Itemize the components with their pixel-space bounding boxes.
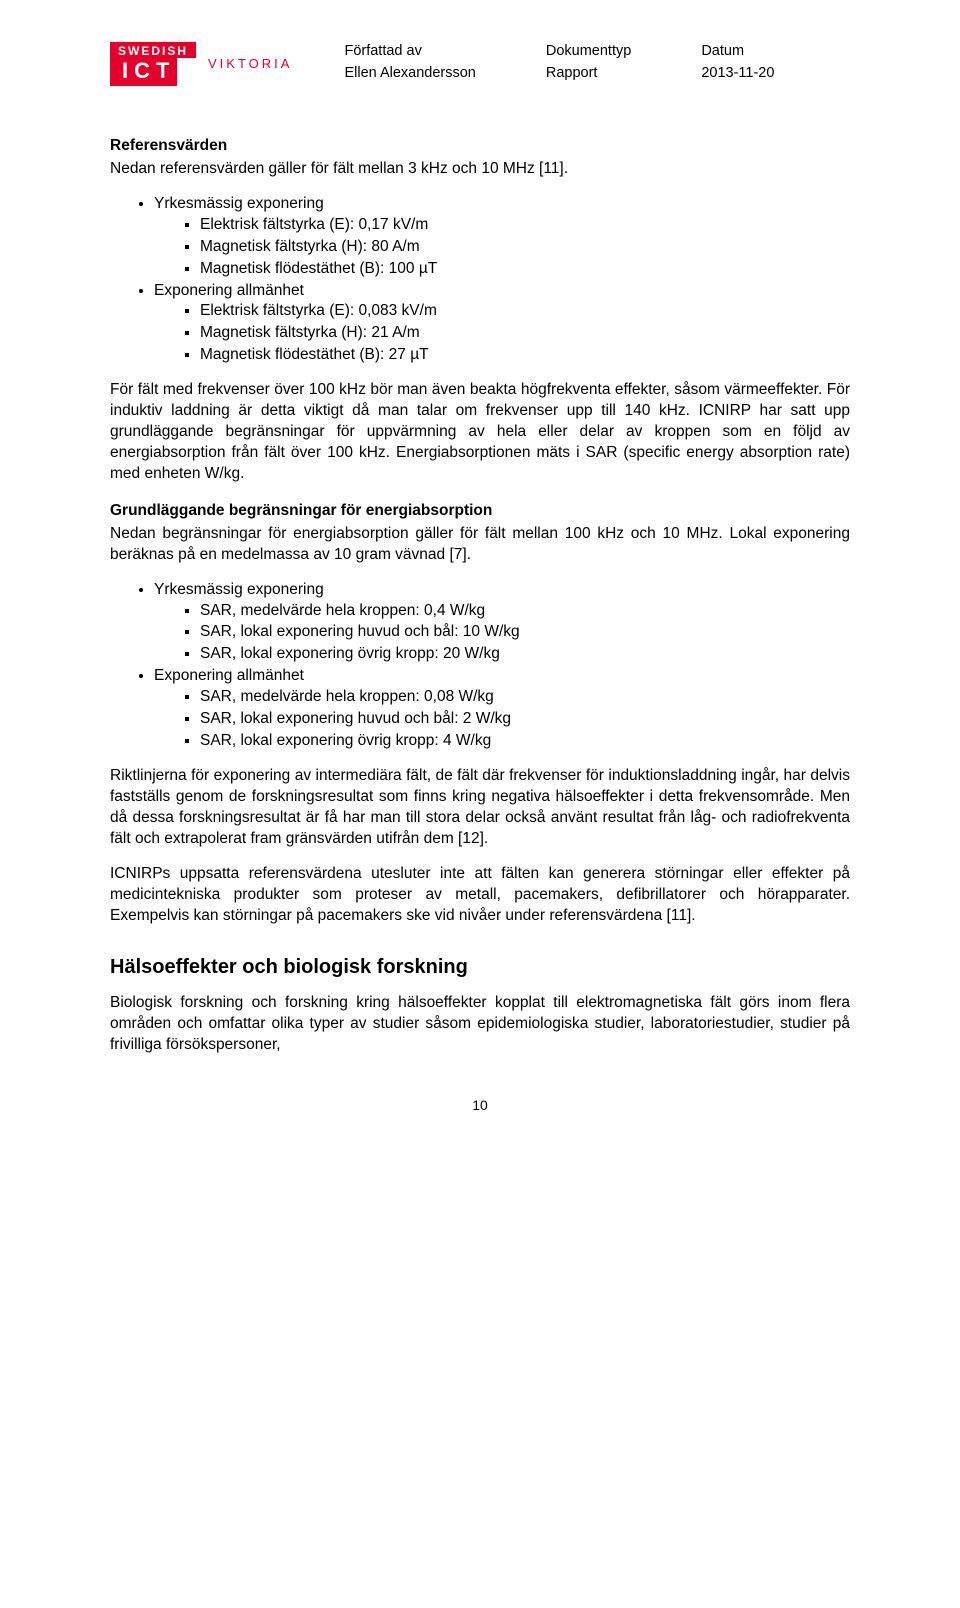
list-item: SAR, lokal exponering övrig kropp: 4 W/k… bbox=[200, 731, 850, 752]
logo-swedish: SWEDISH bbox=[110, 42, 196, 58]
meta-author: Författad av Ellen Alexandersson bbox=[344, 42, 475, 83]
document-meta: Författad av Ellen Alexandersson Dokumen… bbox=[344, 42, 774, 83]
para-halsoeffekter-1: Biologisk forskning och forskning kring … bbox=[110, 993, 850, 1056]
section-grundlaggande: Grundläggande begränsningar för energiab… bbox=[110, 501, 850, 927]
list-item: Elektrisk fältstyrka (E): 0,17 kV/m bbox=[200, 215, 850, 236]
list-item: SAR, medelvärde hela kroppen: 0,08 W/kg bbox=[200, 687, 850, 708]
logo: SWEDISH ICT VIKTORIA bbox=[110, 42, 292, 86]
document-header: SWEDISH ICT VIKTORIA Författad av Ellen … bbox=[110, 42, 850, 86]
list-item: SAR, lokal exponering huvud och bål: 10 … bbox=[200, 622, 850, 643]
meta-doctype-label: Dokumenttyp bbox=[546, 42, 631, 62]
list-referensvarden: Yrkesmässig exponering Elektrisk fältsty… bbox=[110, 194, 850, 366]
para-grundlaggande-2: ICNIRPs uppsatta referensvärdena uteslut… bbox=[110, 864, 850, 927]
section-halsoeffekter: Hälsoeffekter och biologisk forskning Bi… bbox=[110, 954, 850, 1056]
logo-viktoria: VIKTORIA bbox=[208, 55, 292, 73]
list-item: Elektrisk fältstyrka (E): 0,083 kV/m bbox=[200, 301, 850, 322]
list-item: Yrkesmässig exponering Elektrisk fältsty… bbox=[154, 194, 850, 280]
para-grundlaggande-1: Riktlinjerna för exponering av intermedi… bbox=[110, 766, 850, 850]
list-item: Exponering allmänhet Elektrisk fältstyrk… bbox=[154, 281, 850, 367]
list-item: Magnetisk fältstyrka (H): 21 A/m bbox=[200, 323, 850, 344]
meta-author-value: Ellen Alexandersson bbox=[344, 64, 475, 84]
list-item: SAR, lokal exponering övrig kropp: 20 W/… bbox=[200, 644, 850, 665]
heading-referensvarden: Referensvärden bbox=[110, 137, 227, 154]
bullet-label: Yrkesmässig exponering bbox=[154, 195, 324, 212]
heading-halsoeffekter: Hälsoeffekter och biologisk forskning bbox=[110, 954, 850, 981]
meta-doctype: Dokumenttyp Rapport bbox=[546, 42, 631, 83]
section-referensvarden: Referensvärden Nedan referensvärden gäll… bbox=[110, 136, 850, 485]
page-number: 10 bbox=[110, 1096, 850, 1115]
bullet-label: Exponering allmänhet bbox=[154, 667, 304, 684]
list-item: Magnetisk flödestäthet (B): 100 µT bbox=[200, 259, 850, 280]
list-item: Yrkesmässig exponering SAR, medelvärde h… bbox=[154, 580, 850, 666]
list-item: Exponering allmänhet SAR, medelvärde hel… bbox=[154, 666, 850, 752]
list-item: SAR, medelvärde hela kroppen: 0,4 W/kg bbox=[200, 601, 850, 622]
list-grundlaggande: Yrkesmässig exponering SAR, medelvärde h… bbox=[110, 580, 850, 752]
intro-referensvarden: Nedan referensvärden gäller för fält mel… bbox=[110, 159, 850, 180]
meta-doctype-value: Rapport bbox=[546, 64, 631, 84]
logo-ict: ICT bbox=[110, 58, 177, 86]
list-item: SAR, lokal exponering huvud och bål: 2 W… bbox=[200, 709, 850, 730]
heading-grundlaggande: Grundläggande begränsningar för energiab… bbox=[110, 502, 492, 519]
meta-date: Datum 2013-11-20 bbox=[701, 42, 774, 83]
bullet-label: Yrkesmässig exponering bbox=[154, 581, 324, 598]
meta-date-value: 2013-11-20 bbox=[701, 64, 774, 84]
bullet-label: Exponering allmänhet bbox=[154, 282, 304, 299]
para-referensvarden-1: För fält med frekvenser över 100 kHz bör… bbox=[110, 380, 850, 485]
meta-date-label: Datum bbox=[701, 42, 774, 62]
list-item: Magnetisk flödestäthet (B): 27 µT bbox=[200, 345, 850, 366]
list-item: Magnetisk fältstyrka (H): 80 A/m bbox=[200, 237, 850, 258]
meta-author-label: Författad av bbox=[344, 42, 475, 62]
intro-grundlaggande: Nedan begränsningar för energiabsorption… bbox=[110, 524, 850, 566]
